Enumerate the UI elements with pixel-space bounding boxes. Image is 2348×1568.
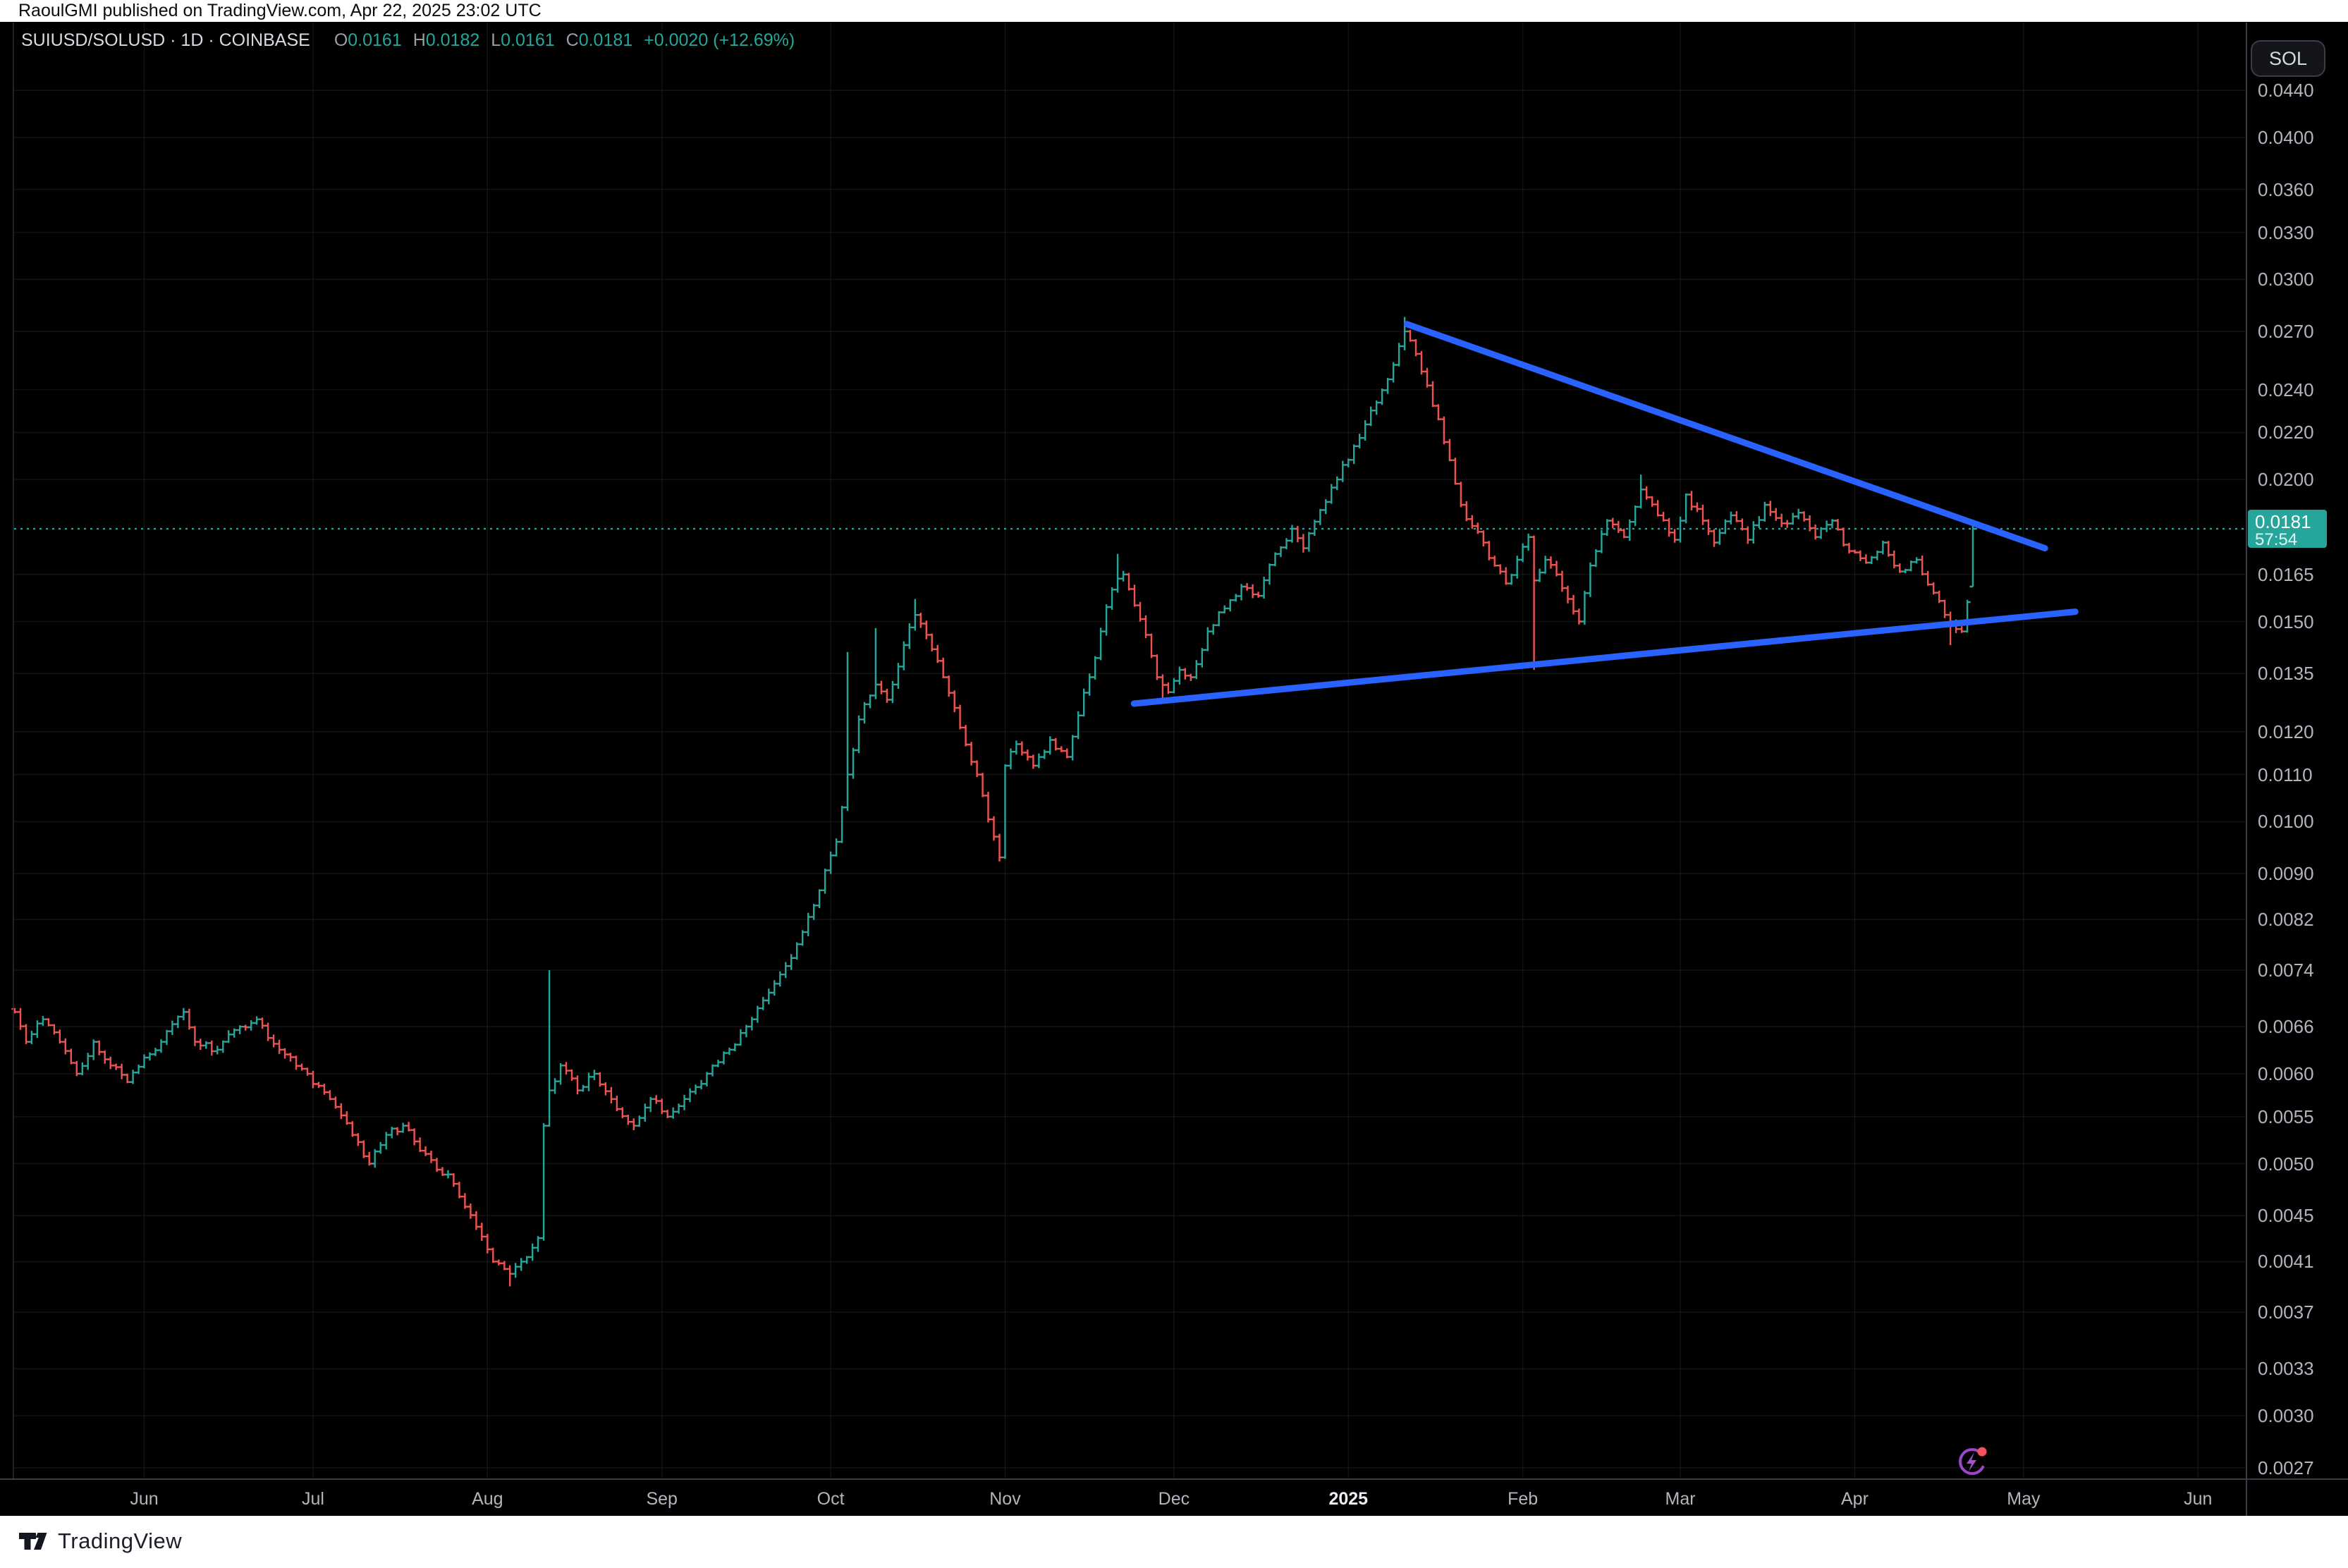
- price-axis-label: 0.0240: [2258, 379, 2314, 400]
- price-axis-label: 0.0050: [2258, 1153, 2314, 1175]
- price-axis-label: 0.0330: [2258, 221, 2314, 243]
- price-axis-label: 0.0041: [2258, 1251, 2314, 1273]
- upper-wedge-resistance[interactable]: [1403, 321, 2048, 552]
- unit-toggle-button[interactable]: SOL: [2251, 40, 2325, 77]
- current-price-label: 0.0181 57:54: [2248, 510, 2327, 549]
- price-axis-label: 0.0165: [2258, 563, 2314, 585]
- price-axis-label: 0.0100: [2258, 811, 2314, 833]
- chart-canvas[interactable]: SUIUSD/SOLUSD · 1D · COINBASE O0.0161 H0.…: [0, 22, 2348, 1516]
- time-axis-label-aug: Aug: [472, 1489, 503, 1509]
- price-axis-label: 0.0027: [2258, 1457, 2314, 1478]
- price-axis-label: 0.0120: [2258, 721, 2314, 742]
- price-axis-label: 0.0045: [2258, 1205, 2314, 1227]
- time-axis-label-apr: Apr: [1841, 1489, 1869, 1509]
- price-axis-label: 0.0066: [2258, 1016, 2314, 1038]
- time-axis-label-jun: Jun: [130, 1489, 159, 1509]
- change-readout: +0.0020 (+12.69%): [644, 30, 795, 50]
- price-axis-label: 0.0110: [2258, 764, 2313, 785]
- ohlc-label: C: [565, 30, 579, 50]
- attribution-text: RaoulGMI published on TradingView.com, A…: [18, 1, 542, 20]
- price-axis-label: 0.0074: [2258, 960, 2314, 981]
- tradingview-logo-icon: [19, 1533, 47, 1550]
- time-axis-label-sep: Sep: [646, 1489, 678, 1509]
- lightning-marker-icon[interactable]: [1956, 1445, 1990, 1478]
- time-axis-label-jun: Jun: [2184, 1489, 2213, 1509]
- price-axis-label: 0.0360: [2258, 178, 2314, 200]
- up-bars: [28, 317, 1976, 1278]
- down-bars: [11, 329, 1965, 1287]
- price-chart[interactable]: [0, 22, 2348, 1516]
- price-axis-label: 0.0150: [2258, 611, 2314, 632]
- ohlc-label: H: [412, 30, 426, 50]
- symbol-title[interactable]: SUIUSD/SOLUSD · 1D · COINBASE: [21, 30, 310, 50]
- price-axis-label: 0.0440: [2258, 80, 2314, 102]
- time-axis-label-nov: Nov: [989, 1489, 1021, 1509]
- ohlc-value: 0.0161: [501, 30, 555, 50]
- time-axis-label-2025: 2025: [1328, 1489, 1369, 1509]
- price-axis-label: 0.0220: [2258, 422, 2314, 443]
- price-axis-label: 0.0135: [2258, 663, 2314, 685]
- price-axis-label: 0.0037: [2258, 1301, 2314, 1323]
- price-axis-label: 0.0300: [2258, 269, 2314, 290]
- tradingview-brand-text: TradingView: [58, 1529, 183, 1553]
- current-price-value: 0.0181: [2255, 511, 2311, 532]
- price-axis-label: 0.0090: [2258, 863, 2314, 885]
- bar-countdown: 57:54: [2255, 530, 2298, 549]
- ohlc-value: 0.0182: [425, 30, 480, 50]
- symbol-header: SUIUSD/SOLUSD · 1D · COINBASE O0.0161 H0.…: [21, 30, 795, 51]
- price-axis-label: 0.0400: [2258, 126, 2314, 148]
- lower-wedge-support[interactable]: [1130, 608, 2079, 707]
- price-axis-label: 0.0200: [2258, 469, 2314, 491]
- price-axis-label: 0.0033: [2258, 1358, 2314, 1380]
- time-axis-label-jul: Jul: [301, 1489, 324, 1509]
- ohlc-label: O: [334, 30, 348, 50]
- attribution-bar: RaoulGMI published on TradingView.com, A…: [0, 0, 2348, 22]
- time-axis-label-feb: Feb: [1508, 1489, 1539, 1509]
- price-axis-label: 0.0270: [2258, 321, 2314, 343]
- ohlc-readout: O0.0161 H0.0182 L0.0161 C0.0181: [323, 30, 632, 51]
- ohlc-value: 0.0161: [348, 30, 402, 50]
- price-axis-label: 0.0030: [2258, 1405, 2314, 1427]
- ohlc-value: 0.0181: [578, 30, 633, 50]
- price-axis-label: 0.0055: [2258, 1105, 2314, 1127]
- price-axis-label: 0.0082: [2258, 909, 2314, 931]
- time-axis-label-dec: Dec: [1158, 1489, 1190, 1509]
- tradingview-brand[interactable]: TradingView: [18, 1527, 182, 1555]
- footer-bar: TradingView: [0, 1516, 2348, 1568]
- ohlc-label: L: [491, 30, 501, 50]
- price-axis-label: 0.0060: [2258, 1062, 2314, 1084]
- time-axis-label-may: May: [2007, 1489, 2041, 1509]
- time-axis-label-mar: Mar: [1665, 1489, 1696, 1509]
- time-axis-label-oct: Oct: [817, 1489, 845, 1509]
